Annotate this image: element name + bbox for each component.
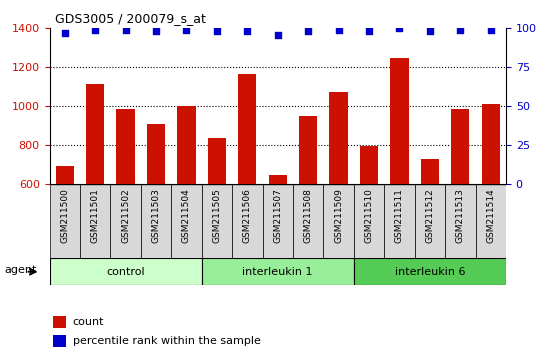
Point [426, 29, 434, 34]
Text: GSM211512: GSM211512 [425, 188, 435, 242]
Bar [445, 184, 476, 258]
Bar [53, 316, 66, 328]
Bar [384, 184, 415, 258]
Bar [421, 159, 439, 184]
Bar [147, 124, 165, 184]
Bar [177, 106, 196, 184]
Text: GSM211510: GSM211510 [365, 188, 373, 243]
Point [304, 29, 312, 34]
Bar [329, 92, 348, 184]
Text: GSM211506: GSM211506 [243, 188, 252, 243]
Bar [171, 184, 202, 258]
Bar [238, 74, 256, 184]
Bar [50, 184, 80, 258]
Point [486, 27, 495, 33]
Bar [293, 184, 323, 258]
Text: GSM211508: GSM211508 [304, 188, 313, 243]
Text: GSM211514: GSM211514 [486, 188, 496, 242]
Bar [111, 184, 141, 258]
Point [152, 29, 161, 34]
Bar [354, 184, 384, 258]
Bar [360, 146, 378, 184]
Text: control: control [106, 267, 145, 277]
Text: GSM211501: GSM211501 [91, 188, 100, 243]
Bar [354, 258, 506, 285]
Point [182, 27, 191, 33]
Bar [232, 184, 262, 258]
Bar [80, 184, 111, 258]
Bar [86, 84, 104, 184]
Point [273, 32, 282, 38]
Bar [50, 258, 202, 285]
Bar [323, 184, 354, 258]
Text: GSM211502: GSM211502 [121, 188, 130, 242]
Text: interleukin 6: interleukin 6 [395, 267, 465, 277]
Bar [390, 57, 409, 184]
Point [334, 27, 343, 33]
Bar [53, 335, 66, 347]
Point [121, 27, 130, 33]
Bar [56, 166, 74, 184]
Bar [482, 104, 500, 184]
Bar [476, 184, 506, 258]
Bar [208, 138, 226, 184]
Text: GSM211511: GSM211511 [395, 188, 404, 243]
Text: agent: agent [4, 266, 36, 275]
Point [91, 27, 100, 33]
Text: GSM211513: GSM211513 [456, 188, 465, 243]
Text: GDS3005 / 200079_s_at: GDS3005 / 200079_s_at [55, 12, 206, 25]
Text: GSM211509: GSM211509 [334, 188, 343, 243]
Bar [202, 184, 232, 258]
Text: interleukin 1: interleukin 1 [243, 267, 313, 277]
Point [456, 27, 465, 33]
Text: GSM211504: GSM211504 [182, 188, 191, 242]
Bar [262, 184, 293, 258]
Point [243, 29, 252, 34]
Text: count: count [73, 317, 104, 327]
Point [365, 29, 373, 34]
Bar [202, 258, 354, 285]
Text: GSM211503: GSM211503 [151, 188, 161, 243]
Bar [141, 184, 171, 258]
Bar [117, 109, 135, 184]
Text: GSM211505: GSM211505 [212, 188, 222, 243]
Text: GSM211500: GSM211500 [60, 188, 69, 243]
Point [395, 25, 404, 31]
Point [212, 29, 221, 34]
Bar [415, 184, 445, 258]
Bar [299, 116, 317, 184]
Text: percentile rank within the sample: percentile rank within the sample [73, 336, 260, 346]
Text: GSM211507: GSM211507 [273, 188, 282, 243]
Point [60, 30, 69, 36]
Bar [268, 175, 287, 184]
Bar [451, 109, 470, 184]
